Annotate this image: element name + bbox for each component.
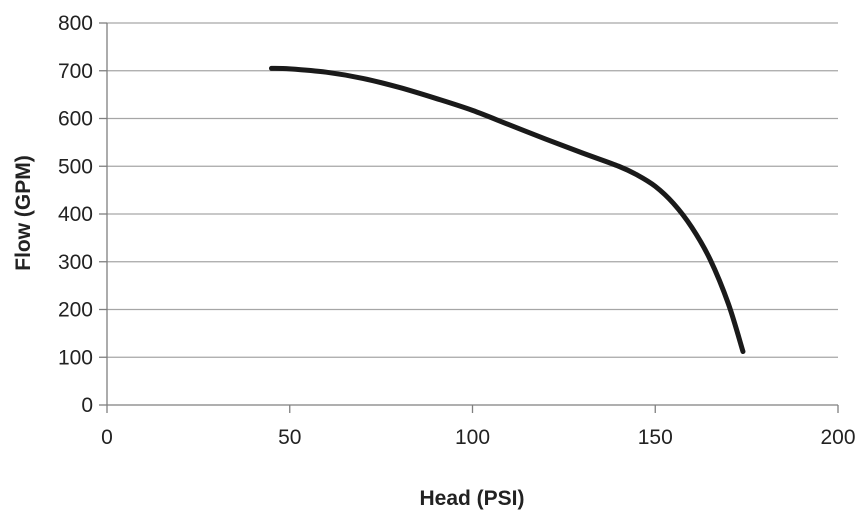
y-tick-label: 500 <box>58 155 93 178</box>
y-tick-label: 100 <box>58 346 93 369</box>
x-tick-label: 0 <box>101 426 113 449</box>
y-tick-label: 400 <box>58 203 93 226</box>
x-tick-label: 200 <box>820 426 855 449</box>
y-tick-labels: 0 100 200 300 400 500 600 700 800 <box>58 12 93 417</box>
y-tick-label: 800 <box>58 12 93 35</box>
grid-lines <box>107 22 838 358</box>
y-tick-label: 300 <box>58 251 93 274</box>
pump-curve-line <box>268 65 746 355</box>
axes <box>99 22 839 413</box>
y-tick-label: 0 <box>81 394 93 417</box>
x-tick-labels: 0 50 100 150 200 <box>101 426 855 449</box>
x-tick-label: 50 <box>278 426 301 449</box>
y-axis-title: Flow (GPM) <box>12 155 35 270</box>
x-tick-label: 150 <box>638 426 673 449</box>
x-axis-title: Head (PSI) <box>419 487 524 510</box>
y-tick-label: 700 <box>58 60 93 83</box>
x-tick-label: 100 <box>455 426 490 449</box>
series-lines <box>268 65 746 355</box>
y-tick-label: 600 <box>58 108 93 131</box>
y-tick-label: 200 <box>58 299 93 322</box>
